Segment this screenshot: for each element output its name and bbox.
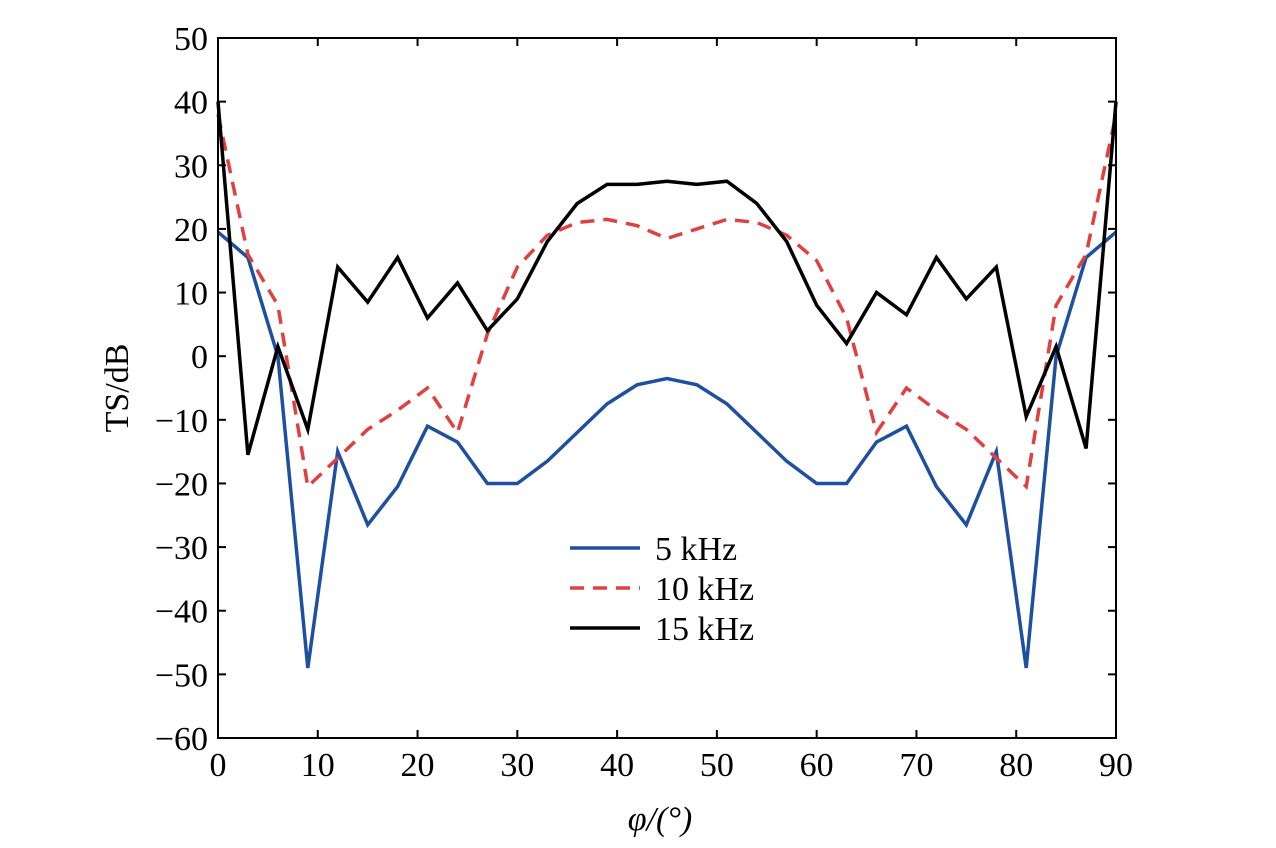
y-tick-label: −60 xyxy=(155,721,208,758)
series-line-2 xyxy=(216,114,1118,491)
legend-label-3: 15 kHz xyxy=(655,611,754,648)
series-line-1 xyxy=(216,230,1118,669)
series-layer xyxy=(216,101,1118,669)
x-tick-label: 30 xyxy=(500,747,534,784)
y-tick-label: 20 xyxy=(174,212,208,249)
legend-label-1: 5 kHz xyxy=(655,531,737,568)
x-tick-label: 90 xyxy=(1099,747,1133,784)
x-tick-label: 80 xyxy=(999,747,1033,784)
x-tick-label: 70 xyxy=(899,747,933,784)
x-tick-label: 40 xyxy=(600,747,634,784)
y-tick-label: −30 xyxy=(155,530,208,567)
x-tick-label: 50 xyxy=(700,747,734,784)
tick-labels-layer: 0 10 20 30 40 50 60 70 80 90 50 40 30 20 10 0 −10 −20 −30 −… xyxy=(155,21,1133,784)
plot-frame xyxy=(217,37,1117,739)
ticks-layer xyxy=(217,37,1117,739)
y-tick-label: 30 xyxy=(174,148,208,185)
y-axis-label: TS/dB xyxy=(99,344,136,433)
x-tick-label: 60 xyxy=(800,747,834,784)
y-tick-label: −10 xyxy=(155,403,208,440)
x-tick-label: 10 xyxy=(301,747,335,784)
y-tick-label: 0 xyxy=(191,339,208,376)
y-tick-label: 40 xyxy=(174,85,208,122)
y-tick-label: 50 xyxy=(174,21,208,58)
y-tick-label: 10 xyxy=(174,276,208,313)
legend-label-2: 10 kHz xyxy=(655,571,754,608)
x-tick-label: 0 xyxy=(210,747,227,784)
y-tick-label: −40 xyxy=(155,594,208,631)
x-axis-label: φ/(°) xyxy=(628,801,693,838)
series-line-3 xyxy=(216,101,1118,456)
y-tick-label: −20 xyxy=(155,466,208,503)
x-tick-label: 20 xyxy=(401,747,435,784)
y-tick-label: −50 xyxy=(155,657,208,694)
